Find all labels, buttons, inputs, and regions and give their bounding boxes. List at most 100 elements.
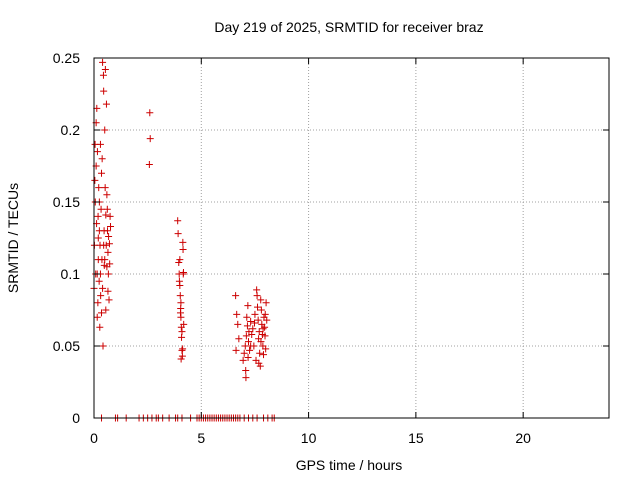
data-point: [243, 313, 251, 321]
data-point: [91, 176, 99, 184]
data-point: [103, 263, 111, 271]
data-point: [98, 169, 106, 177]
data-point: [249, 325, 257, 333]
data-point: [174, 230, 182, 238]
data-point: [242, 366, 250, 374]
x-axis-title: GPS time / hours: [296, 457, 403, 473]
data-point: [105, 296, 113, 304]
data-point: [251, 319, 259, 327]
y-tick-label: 0.05: [53, 338, 80, 354]
x-tick-label: 20: [515, 430, 531, 446]
data-point: [242, 332, 250, 340]
data-point: [146, 135, 154, 143]
data-point: [105, 233, 113, 241]
grid-lines: [94, 58, 609, 418]
x-tick-label: 10: [301, 430, 317, 446]
data-point: [247, 342, 255, 350]
data-point: [244, 354, 252, 362]
data-point: [96, 140, 104, 148]
data-point: [233, 310, 241, 318]
data-point: [246, 346, 254, 354]
data-point: [239, 356, 247, 364]
tick-labels: 0 5 10 15 20 0 0.05 0.1 0.15 0.2 0.25: [53, 50, 531, 446]
data-point: [99, 58, 107, 66]
data-point: [105, 240, 113, 248]
data-point: [95, 277, 103, 285]
y-axis-title: SRMTID / TECUs: [5, 183, 21, 293]
data-point: [103, 205, 111, 213]
data-point: [107, 222, 115, 230]
y-tick-label: 0.2: [61, 122, 81, 138]
data-point: [101, 126, 109, 134]
data-point: [100, 241, 108, 249]
data-point: [97, 292, 105, 300]
data-point: [257, 338, 265, 346]
data-point: [243, 322, 251, 330]
data-point: [232, 292, 240, 300]
data-point: [145, 161, 153, 169]
data-point: [178, 328, 186, 336]
data-point: [256, 362, 264, 370]
data-point: [262, 299, 270, 307]
chart-title: Day 219 of 2025, SRMTID for receiver bra…: [214, 19, 483, 35]
data-point: [244, 302, 252, 310]
x-tick-label: 0: [90, 430, 98, 446]
data-point: [175, 277, 183, 285]
data-point: [102, 100, 110, 108]
data-point: [103, 191, 111, 199]
data-point: [98, 309, 106, 317]
data-point: [95, 184, 103, 192]
data-point: [179, 246, 187, 254]
data-point: [94, 212, 102, 220]
data-point: [93, 148, 101, 156]
data-point: [257, 296, 265, 304]
data-point: [242, 374, 250, 382]
y-tick-label: 0: [72, 410, 80, 426]
data-point: [260, 351, 268, 359]
data-point: [240, 349, 248, 357]
data-point: [263, 316, 271, 324]
data-point: [180, 320, 188, 328]
data-point: [179, 238, 187, 246]
data-point: [98, 155, 106, 163]
data-point: [96, 323, 104, 331]
data-point: [248, 330, 256, 338]
data-point: [245, 338, 252, 346]
data-point: [253, 286, 261, 294]
data-point: [101, 256, 109, 264]
data-point: [262, 345, 270, 353]
data-point: [261, 323, 269, 331]
data-point: [146, 109, 154, 117]
data-point: [255, 328, 263, 336]
data-point: [175, 258, 183, 266]
y-tick-label: 0.15: [53, 194, 80, 210]
data-point: [176, 292, 184, 300]
data-point: [99, 71, 107, 79]
data-point: [106, 212, 114, 220]
data-point: [101, 184, 109, 192]
data-point: [97, 205, 105, 213]
data-point: [254, 316, 262, 324]
data-point: [177, 299, 185, 307]
x-tick-label: 5: [197, 430, 205, 446]
x-tick-label: 15: [408, 430, 424, 446]
data-point: [178, 352, 186, 360]
data-point: [247, 318, 255, 326]
data-point: [255, 359, 263, 367]
data-point: [261, 310, 269, 318]
data-point: [234, 320, 242, 328]
data-point: [104, 227, 112, 235]
axis-ticks: [93, 57, 609, 419]
data-point: [93, 313, 101, 321]
data-point: [104, 248, 112, 256]
data-point: [102, 211, 110, 219]
data-point: [177, 355, 185, 363]
y-tick-label: 0.25: [53, 50, 80, 66]
data-point: [100, 87, 108, 95]
data-point: [235, 335, 243, 343]
data-point: [254, 303, 262, 311]
data-point: [104, 270, 112, 278]
data-point: [257, 306, 265, 314]
